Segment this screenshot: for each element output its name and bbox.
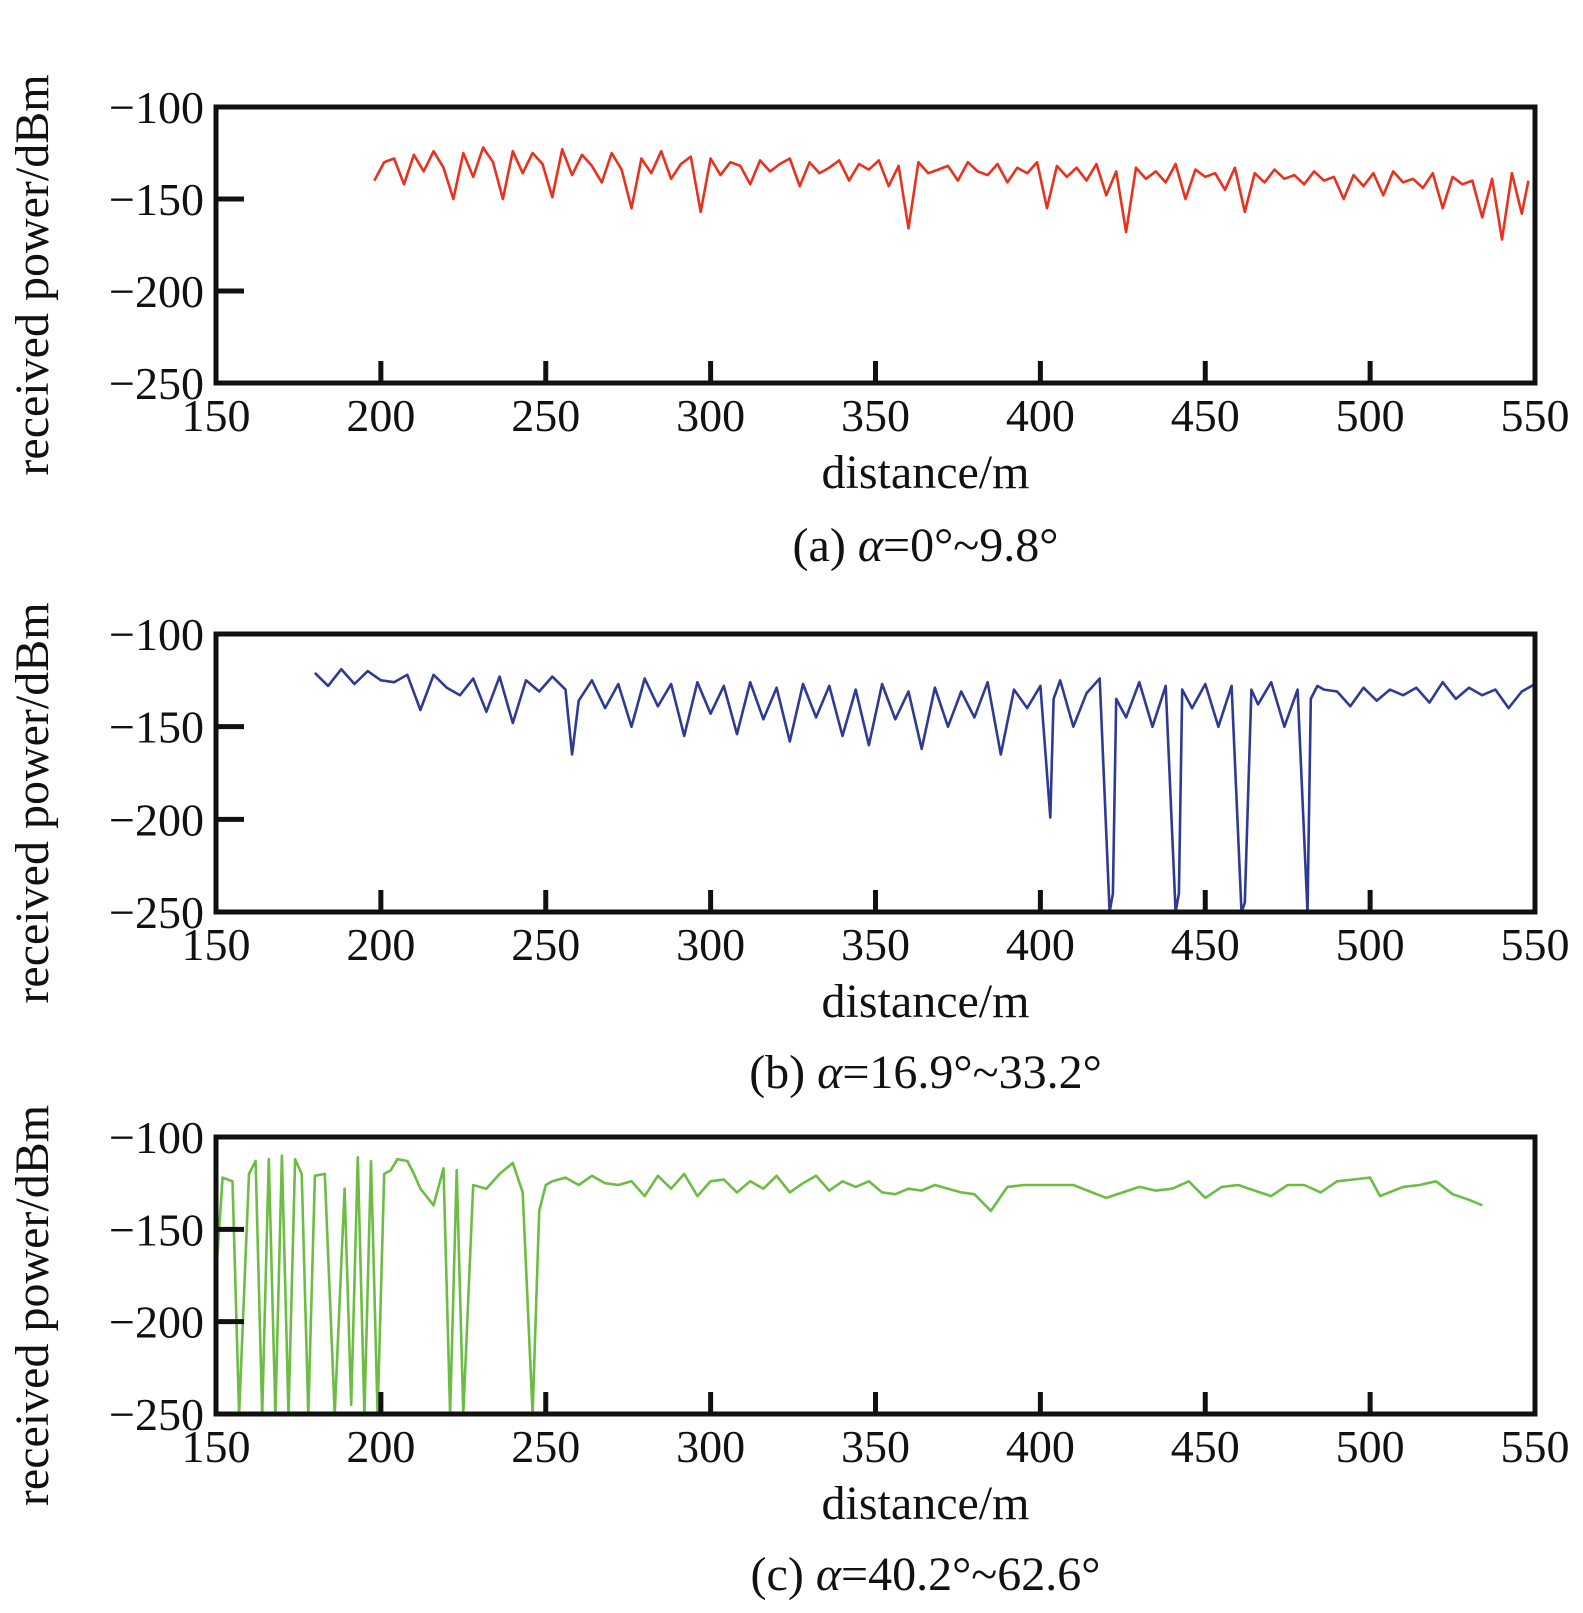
x-tick-label: 300 [676, 390, 745, 441]
y-tick-label: −250 [109, 358, 204, 409]
x-tick-label: 200 [346, 1421, 415, 1472]
subplot-1: 150 200 250 300 350 400 450 500 550 −100 −150 −200 −… [6, 602, 1570, 1099]
x-tick-label: 300 [676, 1421, 745, 1472]
subplot-caption: (c) α=40.2°~62.6° [751, 1548, 1101, 1601]
y-tick-label: −100 [109, 1112, 204, 1163]
x-tick-label: 550 [1501, 919, 1570, 970]
subplot-caption: (a) α=0°~9.8° [793, 519, 1059, 572]
plot-frame [213, 631, 1538, 915]
x-tick-label: 450 [1171, 1421, 1240, 1472]
x-tick-label: 450 [1171, 390, 1240, 441]
x-tick-label: 250 [511, 390, 580, 441]
x-tick-label: 350 [841, 1421, 910, 1472]
subplot-caption: (b) α=16.9°~33.2° [749, 1046, 1102, 1099]
x-tick-label: 400 [1006, 1421, 1075, 1472]
x-axis-label: distance/m [822, 446, 1030, 499]
x-tick-label: 500 [1336, 1421, 1405, 1472]
y-tick-label: −200 [109, 266, 204, 317]
x-tick-label: 350 [841, 919, 910, 970]
series-line-2-0 [216, 1154, 1483, 1414]
x-tick-label: 550 [1501, 390, 1570, 441]
y-axis-label: received power/dBm [6, 74, 59, 475]
plot-frame [213, 104, 1538, 386]
x-tick-label: 250 [511, 1421, 580, 1472]
x-tick-label: 400 [1006, 390, 1075, 441]
x-tick-label: 150 [182, 1421, 251, 1472]
y-axis-label: received power/dBm [6, 602, 59, 1003]
x-tick-label: 500 [1336, 919, 1405, 970]
x-tick-label: 150 [182, 919, 251, 970]
y-tick-label: −100 [109, 82, 204, 133]
subplot-2: 150 200 250 300 350 400 450 500 550 −100 −150 −200 −… [6, 1105, 1570, 1601]
x-tick-label: 150 [182, 390, 251, 441]
y-tick-label: −150 [109, 1204, 204, 1255]
y-tick-label: −200 [109, 1297, 204, 1348]
x-tick-label: 500 [1336, 390, 1405, 441]
x-tick-label: 200 [346, 919, 415, 970]
x-axis-label: distance/m [822, 1477, 1030, 1530]
x-tick-label: 350 [841, 390, 910, 441]
y-axis-label: received power/dBm [6, 1105, 59, 1506]
x-axis-label: distance/m [822, 975, 1030, 1028]
x-tick-label: 550 [1501, 1421, 1570, 1472]
x-tick-label: 200 [346, 390, 415, 441]
subplot-0: 150 200 250 300 350 400 450 500 550 −100 −150 −200 −… [6, 74, 1570, 572]
y-tick-label: −200 [109, 794, 204, 845]
x-tick-label: 400 [1006, 919, 1075, 970]
plot-frame [213, 1134, 1538, 1417]
y-tick-label: −150 [109, 702, 204, 753]
series-line-1-0 [313, 667, 1535, 912]
y-tick-label: −150 [109, 174, 204, 225]
y-tick-label: −250 [109, 887, 204, 938]
series-line-0-0 [373, 146, 1530, 241]
y-tick-label: −100 [109, 609, 204, 660]
x-tick-label: 250 [511, 919, 580, 970]
x-tick-label: 450 [1171, 919, 1240, 970]
y-tick-label: −250 [109, 1389, 204, 1440]
x-tick-label: 300 [676, 919, 745, 970]
